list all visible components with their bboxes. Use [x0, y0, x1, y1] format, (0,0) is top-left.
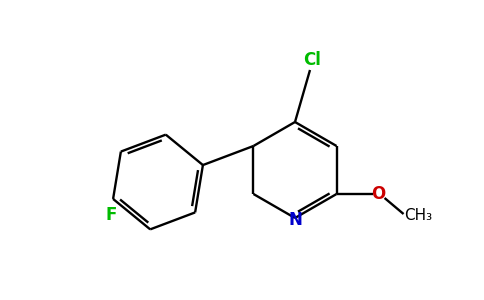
Text: F: F [106, 206, 117, 224]
Text: O: O [371, 185, 386, 203]
Text: N: N [288, 211, 302, 229]
Text: CH₃: CH₃ [405, 208, 433, 224]
Text: Cl: Cl [303, 51, 321, 69]
